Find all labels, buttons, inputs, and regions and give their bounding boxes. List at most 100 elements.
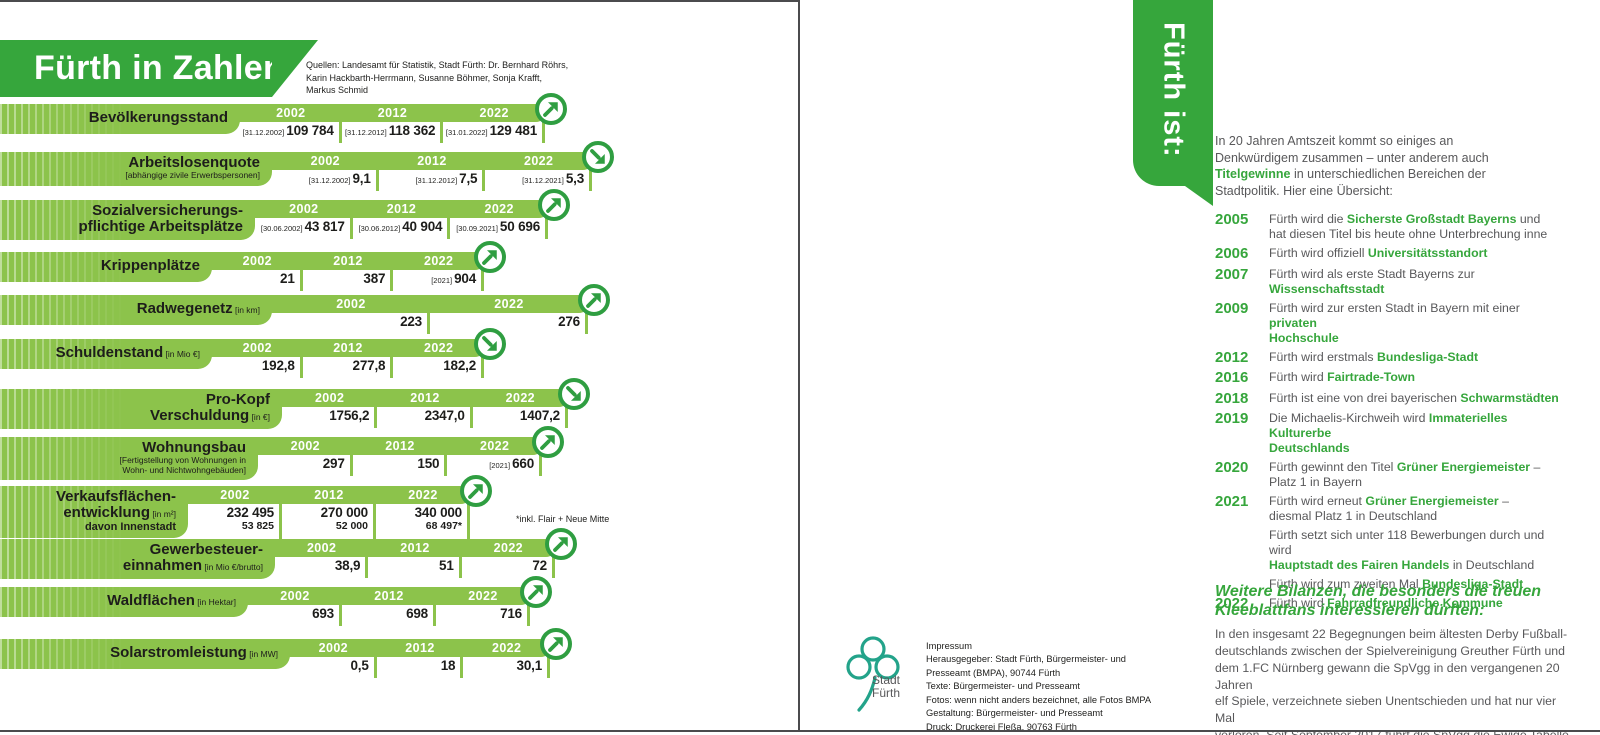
stat-column: 2002 223 <box>272 295 430 334</box>
trend-arrow-icon <box>545 528 577 560</box>
year-header: 2012 <box>385 439 415 453</box>
stat-column: 2022 [31.12.2021] 5,3 <box>485 152 593 191</box>
timeline-description: Fürth wird Fairtrade-Town <box>1269 370 1415 384</box>
year-header: 2022 <box>505 391 536 405</box>
stat-label: Bevölkerungsstand <box>88 109 228 127</box>
year-header: 2022 <box>408 488 438 502</box>
year-header: 2022 <box>494 297 524 311</box>
stat-label: Arbeitslosenquote <box>128 154 260 171</box>
year-header: 2002 <box>310 154 341 168</box>
clover-logo-icon <box>846 636 900 712</box>
timeline-description: Fürth wird Fahrradfreundliche Kommune <box>1269 596 1503 610</box>
stat-column: 2012 698 <box>342 587 436 626</box>
impressum-line: Gestaltung: Bürgermeister- und Presseamt <box>926 708 1103 719</box>
stat-label: Waldflächen [in Hektar] <box>107 592 236 610</box>
stat-column: 2022 [2021] 904 <box>393 252 485 291</box>
stat-value-cell: 2347,0 <box>377 407 473 428</box>
stat-column: 2002 38,9 <box>275 539 369 578</box>
year-header: 2002 <box>314 391 345 405</box>
timeline-item: 2012 Fürth wird erstmals Bundesliga-Stadt <box>1215 349 1567 367</box>
year-header: 2002 <box>220 488 250 502</box>
year-header: 2002 <box>318 641 349 655</box>
timeline-year: 2022 <box>1215 595 1249 612</box>
stat-sublabel: [abhängige zivile Erwerbspersonen] <box>125 169 260 180</box>
timeline-item: 2006 Fürth wird offiziell Universitätssta… <box>1215 245 1567 263</box>
year-header: 2002 <box>336 297 366 311</box>
timeline-year <box>1215 528 1259 573</box>
timeline-item: 2009 Fürth wird zur ersten Stadt in Bayer… <box>1215 300 1567 346</box>
stat-value-cell: [2021] 904 <box>393 270 485 291</box>
stat-row: Bevölkerungsstand 2002 [31.12.2002] 109 78… <box>0 93 798 154</box>
stat-column: 2022 182,2 <box>393 339 485 378</box>
stat-label-box: Pro-Kopf Verschuldung [in €] <box>0 389 282 429</box>
timeline-description: Fürth wird zur ersten Stadt in Bayern mi… <box>1269 300 1520 345</box>
title-banner: Fürth in Zahlen <box>0 40 318 97</box>
year-header: 2012 <box>374 589 404 603</box>
timeline-year: 2007 <box>1215 265 1249 283</box>
stat-column: 2012 18 <box>377 639 464 678</box>
impressum-line: Impressum <box>926 641 972 651</box>
stat-columns: 2002 [30.06.2002] 43 817 2012 [30.06.2012] 40… <box>255 200 549 239</box>
trend-arrow-icon <box>474 328 506 360</box>
stat-row: Arbeitslosenquote [abhängige zivile Erwe… <box>0 141 798 202</box>
stat-columns: 2002 [31.12.2002] 9,1 2012 [31.12.2012] 7,5 20… <box>272 152 593 191</box>
stat-value-cell: [30.06.2002] 43 817 <box>255 218 353 239</box>
stat-value-cell: 276 <box>430 313 588 334</box>
stat-value-cell: 30,1 <box>463 657 551 678</box>
stat-value-cell: 693 <box>248 605 342 626</box>
timeline-description: Fürth wird erstmals Bundesliga-Stadt <box>1269 349 1479 364</box>
timeline-item: 2021 Fürth wird erneut Grüner Energiemeis… <box>1215 493 1567 524</box>
stat-column: 2022 716 <box>436 587 530 626</box>
trend-arrow-icon <box>460 475 492 507</box>
impressum-line: Herausgegeber: Stadt Fürth, Bürgermeiste… <box>926 654 1126 665</box>
logo-text: Stadt Fürth <box>872 673 901 700</box>
page-right: Fürth ist: In 20 Jahren Amtszeit kommt s… <box>802 0 1600 735</box>
timeline-year: 2006 <box>1215 245 1249 262</box>
year-header: 2002 <box>276 106 306 120</box>
stat-label-box: Bevölkerungsstand <box>0 104 240 134</box>
impressum-line: Druck: Druckerei Fleßa, 90763 Fürth <box>926 721 1077 732</box>
stat-label-box: Verkaufsflächen- entwicklung [in m²] dav… <box>0 486 188 539</box>
ribbon-title: Fürth ist: <box>1157 22 1190 158</box>
stat-column: 2022 [2021] 660 <box>447 437 543 476</box>
stat-column: 2022 72 <box>462 539 555 578</box>
stat-column: 2012 387 <box>303 252 394 291</box>
stat-row: Verkaufsflächen- entwicklung [in m²] dav… <box>0 475 798 540</box>
stat-value-cell: 232 495 53 825 <box>188 504 282 540</box>
page-title: Fürth in Zahlen <box>34 49 285 87</box>
year-header: 2022 <box>479 439 510 453</box>
stat-row: Solarstromleistung [in MW] 2002 0,5 2012 18… <box>0 628 798 689</box>
stat-sublabel: davon Innenstadt <box>84 520 176 533</box>
stat-label-box: Krippenplätze <box>0 252 212 282</box>
stat-row: Schuldenstand [in Mio €] 2002 192,8 2012 27… <box>0 328 798 389</box>
page-left: Fürth in Zahlen Quellen: Landesamt für S… <box>0 0 798 735</box>
stat-columns: 2002 693 2012 698 2022 716 <box>248 587 530 626</box>
year-header: 2012 <box>377 106 408 120</box>
timeline-year: 2020 <box>1215 459 1249 476</box>
stat-value-cell: 192,8 <box>212 357 303 378</box>
stat-value-cell: 1756,2 <box>282 407 378 428</box>
year-header: 2012 <box>386 202 417 216</box>
stat-value-cell: 182,2 <box>393 357 485 378</box>
stat-row: Wohnungsbau [Fertigstellung von Wohnunge… <box>0 426 798 487</box>
trend-arrow-icon <box>582 141 614 173</box>
stat-label: Gewerbesteuer- einnahmen [in Mio €/brutt… <box>122 541 263 574</box>
timeline-description: Fürth wird offiziell Universitätsstandor… <box>1269 246 1488 260</box>
stat-value-cell: [2021] 660 <box>447 455 543 476</box>
timeline-year: 2005 <box>1215 211 1249 228</box>
year-header: 2002 <box>289 202 319 216</box>
stat-columns: 2002 297 2012 150 2022 [2021] 660 <box>258 437 543 476</box>
trend-arrow-icon <box>520 576 552 608</box>
stat-value-cell: [31.12.2012] 118 362 <box>342 122 444 143</box>
stat-value-cell: 277,8 <box>303 357 394 378</box>
year-header: 2002 <box>242 254 273 268</box>
stat-row: Gewerbesteuer- einnahmen [in Mio €/brutt… <box>0 528 798 589</box>
timeline-item: 2005 Fürth wird die Sicherste Großstadt B… <box>1215 211 1567 242</box>
year-header: 2022 <box>523 154 554 168</box>
stat-value-cell: 716 <box>436 605 530 626</box>
stat-label-box: Sozialversicherungs- pflichtige Arbeitsp… <box>0 200 255 240</box>
stat-value-cell: 38,9 <box>275 557 369 578</box>
stat-label: Sozialversicherungs- pflichtige Arbeitsp… <box>78 202 243 235</box>
page-fold-line <box>798 0 800 732</box>
